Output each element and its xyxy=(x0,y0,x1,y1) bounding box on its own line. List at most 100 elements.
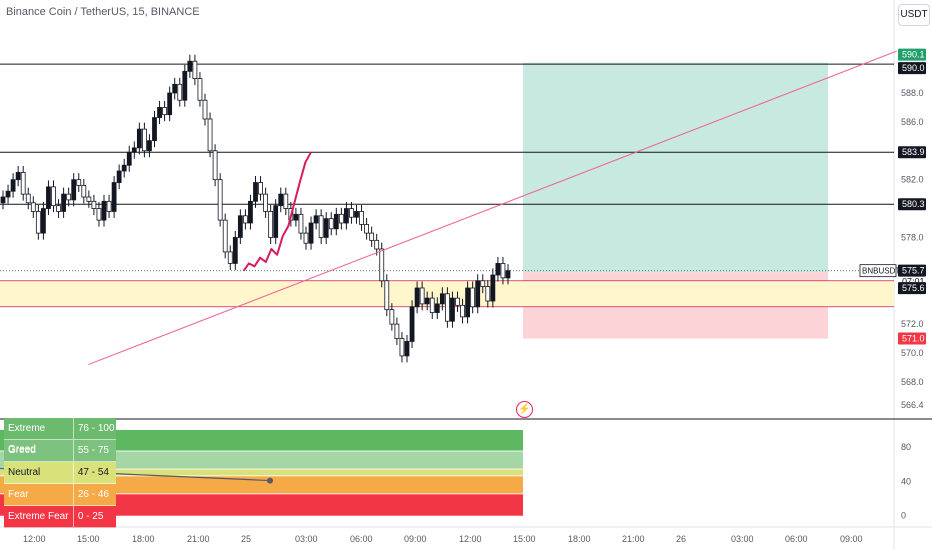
time-tick-label: 09:00 xyxy=(840,534,863,544)
candle-body xyxy=(354,211,359,218)
price-tick-label: 578.0 xyxy=(901,232,924,242)
price-label-badge xyxy=(898,282,926,295)
candle-body xyxy=(5,190,11,198)
indicator-point xyxy=(267,477,273,484)
indicator-tick-label: 40 xyxy=(901,476,911,486)
candle-body xyxy=(374,239,380,250)
price-tick-label: 570.0 xyxy=(901,348,924,358)
candle-body xyxy=(46,186,51,209)
candle-body xyxy=(293,213,299,221)
candle-body xyxy=(147,140,152,152)
price-label-badge xyxy=(898,198,926,211)
time-tick-label: 18:00 xyxy=(568,534,591,544)
fear-greed-label: Extreme Fear xyxy=(4,506,74,527)
lightning-icon[interactable]: ⚡ xyxy=(516,401,533,418)
candle-body xyxy=(106,200,112,212)
price-label: 580.3 xyxy=(902,199,925,209)
candle-body xyxy=(465,287,471,318)
candle-body xyxy=(389,309,395,325)
trend-line xyxy=(88,50,897,366)
candle-body xyxy=(328,218,334,230)
currency-button[interactable]: USDT xyxy=(898,4,930,26)
price-tick-label: 586.0 xyxy=(901,117,924,127)
price-tick-label: 582.0 xyxy=(901,175,924,185)
candle-body xyxy=(495,263,501,276)
candle-body xyxy=(61,193,66,212)
candle-body xyxy=(248,200,253,224)
time-tick-label: 25 xyxy=(241,534,251,544)
price-label: 590.1 xyxy=(902,50,925,60)
indicator-band xyxy=(0,494,523,516)
indicator-band xyxy=(0,430,523,451)
candle-body xyxy=(359,211,364,225)
fear-greed-range: 0 - 25 xyxy=(77,511,104,522)
candle-body xyxy=(338,213,344,224)
candle-body xyxy=(242,215,248,224)
candle-body xyxy=(30,202,36,212)
candle-body xyxy=(364,224,370,234)
candle-body xyxy=(101,200,107,221)
time-tick-label: 06:00 xyxy=(350,534,373,544)
time-tick-label: 12:00 xyxy=(459,534,482,544)
candle-body xyxy=(419,287,425,305)
fear-greed-row: Greed 55 - 75 xyxy=(4,440,116,462)
candle-body xyxy=(455,297,460,306)
candle-body xyxy=(197,78,203,101)
candle-body xyxy=(485,286,491,302)
time-tick-label: 21:00 xyxy=(622,534,645,544)
symbol-badge xyxy=(859,264,897,278)
candle-body xyxy=(136,128,142,149)
price-label: 583.9 xyxy=(902,147,925,157)
time-tick-label: 18:00 xyxy=(132,534,155,544)
time-tick-label: 15:00 xyxy=(77,534,100,544)
candle-body xyxy=(303,232,309,244)
candle-body xyxy=(126,151,132,166)
time-tick-label: 21:00 xyxy=(187,534,210,544)
candle-body xyxy=(172,83,178,94)
candle-body xyxy=(480,280,486,287)
candle-body xyxy=(162,107,168,116)
fear-greed-row: Extreme Greed 76 - 100 xyxy=(4,418,116,455)
candle-body xyxy=(222,219,228,253)
time-tick-label: 15:00 xyxy=(513,534,536,544)
fear-greed-row: Fear 26 - 46 xyxy=(4,484,116,506)
time-tick-label: 06:00 xyxy=(785,534,808,544)
candle-body xyxy=(470,287,476,308)
price-tick-label: 588.0 xyxy=(901,88,924,98)
candle-body xyxy=(258,182,263,195)
candle-body xyxy=(20,172,26,195)
candle-body xyxy=(500,263,506,279)
candle-body xyxy=(439,293,445,305)
time-tick-label: 26 xyxy=(676,534,686,544)
candle-body xyxy=(490,274,496,302)
fear-greed-range: 76 - 100 xyxy=(77,423,115,434)
price-label-badge xyxy=(898,62,926,75)
candle-body xyxy=(187,60,193,72)
candle-body xyxy=(505,270,511,279)
fear-greed-label: Extreme Greed xyxy=(4,418,74,455)
candle-body xyxy=(333,213,339,230)
indicator-tick-label: 0 xyxy=(901,511,906,521)
take-profit-zone xyxy=(523,62,828,273)
indicator-tick-label: 80 xyxy=(901,442,911,452)
time-tick-label: 12:00 xyxy=(23,534,46,544)
indicator-band xyxy=(0,469,523,476)
fear-greed-range: 47 - 54 xyxy=(77,467,109,478)
candle-body xyxy=(157,107,162,118)
price-label-badge xyxy=(898,146,926,159)
candle-body xyxy=(116,170,122,183)
price-label: 575.6 xyxy=(902,283,925,293)
candle-body xyxy=(263,193,269,212)
indicator-band xyxy=(0,476,523,494)
candle-body xyxy=(182,70,188,101)
candle-body xyxy=(399,338,405,357)
price-label-badge xyxy=(898,48,926,61)
candle-body xyxy=(71,179,77,201)
candle-body xyxy=(283,193,289,209)
price-label-badge xyxy=(898,264,926,277)
candle-body xyxy=(318,215,324,238)
countdown-label: 07:01 xyxy=(902,277,925,287)
candle-body xyxy=(414,287,420,308)
fear-greed-range: 55 - 75 xyxy=(77,445,109,456)
